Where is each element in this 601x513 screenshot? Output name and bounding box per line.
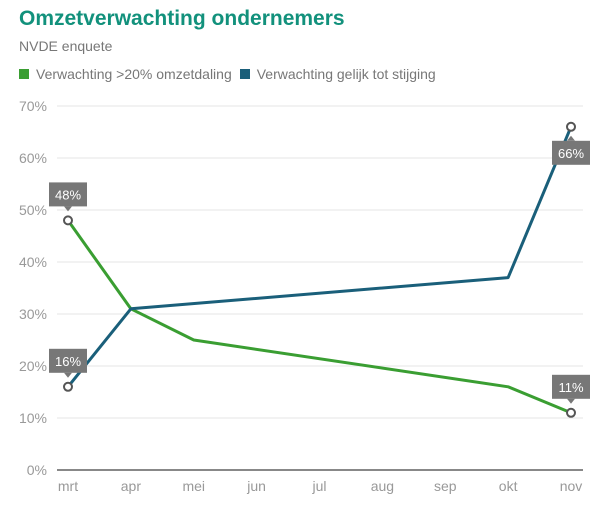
data-label-box [49, 182, 87, 207]
data-label: 48% [55, 187, 81, 202]
data-label: 16% [55, 354, 81, 369]
x-tick-label: nov [560, 478, 583, 494]
legend-swatch-blue [239, 69, 250, 79]
x-tick-label: mei [182, 478, 205, 494]
y-tick-label: 20% [19, 358, 47, 374]
y-tick-label: 30% [19, 306, 47, 322]
legend-item-growth[interactable]: Verwachting gelijk tot stijging [239, 66, 436, 82]
y-tick-label: 10% [19, 410, 47, 426]
x-tick-label: jul [311, 478, 326, 494]
data-label-pointer [64, 206, 72, 212]
data-label-box [552, 140, 590, 165]
x-tick-label: okt [499, 478, 518, 494]
data-label: 66% [558, 146, 584, 161]
y-tick-label: 70% [19, 98, 47, 114]
legend: Verwachting >20% omzetdaling Verwachting… [19, 66, 444, 82]
data-label: 11% [558, 380, 583, 395]
data-point [566, 121, 576, 132]
legend-item-decline[interactable]: Verwachting >20% omzetdaling [19, 66, 232, 82]
x-tick-label: sep [434, 478, 457, 494]
x-tick-label: aug [371, 478, 394, 494]
y-tick-label: 50% [19, 202, 47, 218]
data-point [566, 407, 576, 418]
x-tick-label: apr [121, 478, 142, 494]
y-tick-label: 0% [27, 462, 47, 478]
y-tick-label: 40% [19, 254, 47, 270]
x-tick-label: mrt [58, 478, 78, 494]
data-label-box [552, 374, 590, 399]
data-point [63, 381, 73, 392]
data-label-pointer [567, 398, 575, 404]
legend-swatch-green [19, 69, 29, 79]
data-label-pointer [567, 135, 575, 141]
x-tick-label: jun [246, 478, 266, 494]
y-tick-label: 60% [19, 150, 47, 166]
legend-label: Verwachting gelijk tot stijging [256, 66, 436, 82]
series-line-1 [66, 126, 573, 388]
chart-subtitle: NVDE enquete [19, 38, 113, 54]
data-label-box [49, 348, 87, 373]
data-label-pointer [64, 372, 72, 378]
legend-label: Verwachting >20% omzetdaling [36, 66, 232, 82]
data-point [63, 215, 73, 226]
series-line-0 [66, 219, 572, 415]
chart-title: Omzetverwachting ondernemers [19, 7, 345, 30]
